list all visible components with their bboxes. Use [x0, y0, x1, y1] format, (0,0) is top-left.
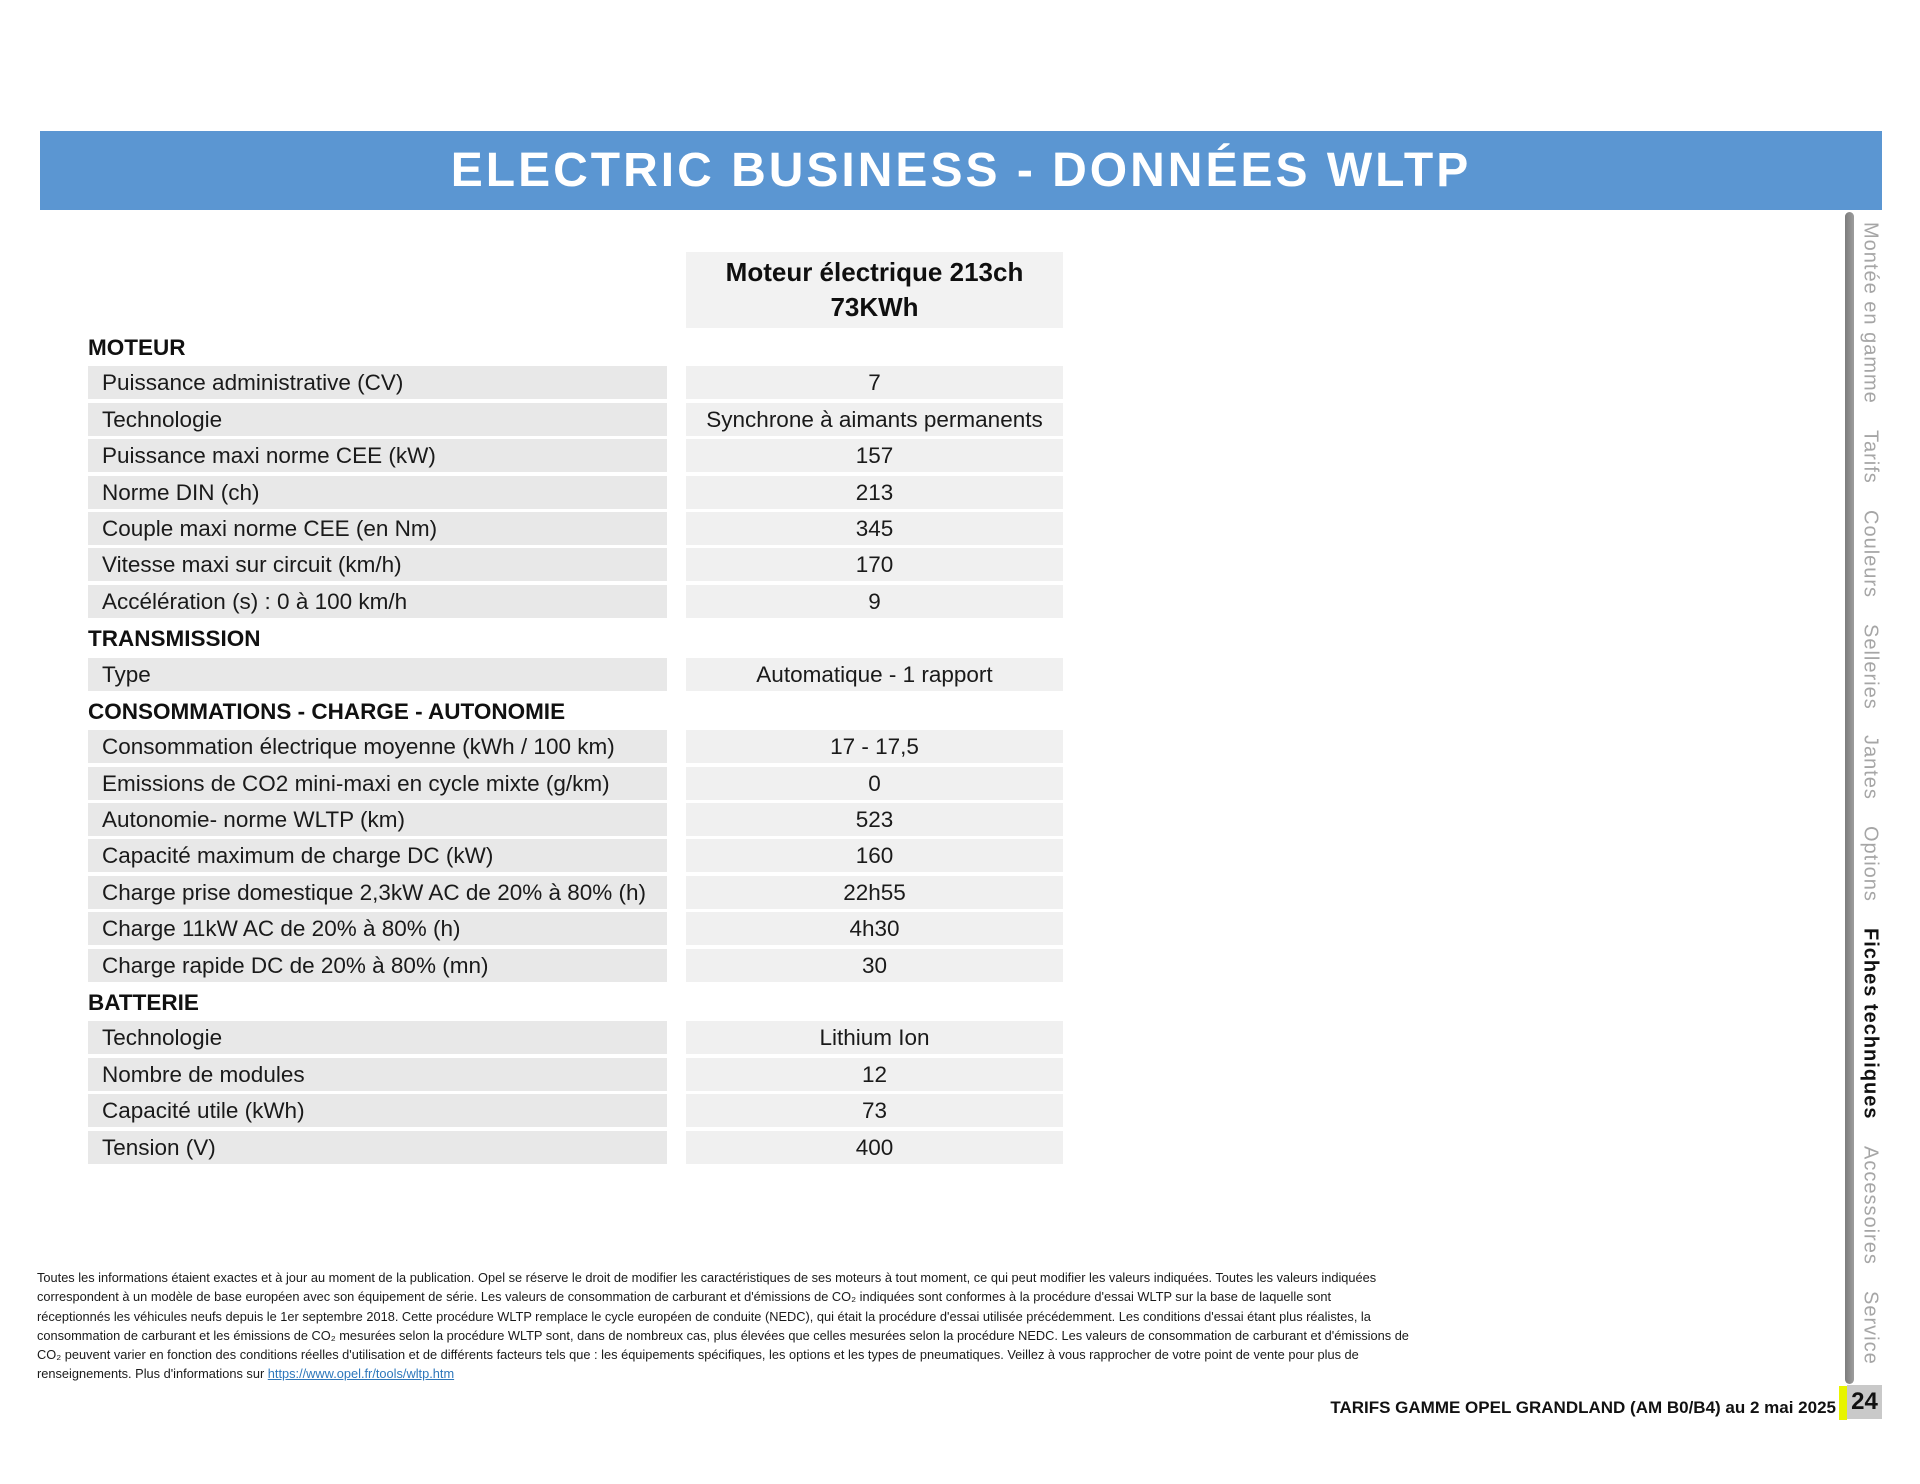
sidebar-tab-selleries[interactable]: Selleries: [1859, 623, 1882, 710]
page-accent-bar: [1839, 1386, 1847, 1420]
spec-row-label: Consommation électrique moyenne (kWh / 1…: [88, 730, 667, 764]
page-title: ELECTRIC BUSINESS - DONNÉES WLTP: [450, 144, 1472, 197]
spec-row-value: Synchrone à aimants permanents: [686, 402, 1063, 436]
sidebar-tab-fiches-techniques[interactable]: Fiches techniques: [1859, 928, 1882, 1120]
spec-row: Puissance maxi norme CEE (kW) 157: [88, 439, 1064, 473]
spec-row-value: 170: [686, 548, 1063, 582]
spec-row: Nombre de modules 12: [88, 1057, 1064, 1091]
spec-row: Puissance administrative (CV) 7: [88, 366, 1064, 400]
engine-column-header: Moteur électrique 213ch 73KWh: [686, 252, 1063, 328]
spec-row-label: Accélération (s) : 0 à 100 km/h: [88, 584, 667, 618]
engine-column-header-line2: 73KWh: [830, 292, 919, 322]
spec-row: Technologie Synchrone à aimants permanent…: [88, 402, 1064, 436]
section-title: MOTEUR: [88, 335, 186, 360]
document-reference: TARIFS GAMME OPEL GRANDLAND (AM B0/B4) a…: [1330, 1398, 1836, 1417]
spec-row-value: 523: [686, 803, 1063, 837]
page-number-badge: 24: [1847, 1385, 1882, 1419]
spec-row: Type Automatique - 1 rapport: [88, 657, 1064, 691]
spec-row-label: Emissions de CO2 mini-maxi en cycle mixt…: [88, 766, 667, 800]
spec-row-label: Type: [88, 657, 667, 691]
spec-row-value: 157: [686, 439, 1063, 473]
spec-row-value: 400: [686, 1130, 1063, 1164]
spec-row-label: Charge rapide DC de 20% à 80% (mn): [88, 948, 667, 982]
spec-row-value: 9: [686, 584, 1063, 618]
legal-text-line: consommation de carburant et les émissio…: [37, 1327, 1409, 1343]
spec-row-label: Charge 11kW AC de 20% à 80% (h): [88, 912, 667, 946]
legal-text-line: correspondent à un modèle de base europé…: [37, 1289, 1332, 1305]
spec-row-label: Nombre de modules: [88, 1057, 667, 1091]
spec-row-value: 160: [686, 839, 1063, 873]
spec-row-value: Automatique - 1 rapport: [686, 657, 1063, 691]
spec-row-value: Lithium Ion: [686, 1021, 1063, 1055]
spec-row: Technologie Lithium Ion: [88, 1021, 1064, 1055]
sidebar-scrollbar[interactable]: [1845, 212, 1854, 1384]
spec-row: Norme DIN (ch) 213: [88, 475, 1064, 509]
spec-row-value: 0: [686, 766, 1063, 800]
spec-row-label: Capacité maximum de charge DC (kW): [88, 839, 667, 873]
spec-row-label: Puissance administrative (CV): [88, 366, 667, 400]
legal-text-line: Toutes les informations étaient exactes …: [37, 1270, 1377, 1285]
spec-row-label: Puissance maxi norme CEE (kW): [88, 439, 667, 473]
spec-row-label: Technologie: [88, 1021, 667, 1055]
legal-text-line: réceptionnés les véhicules neufs depuis …: [37, 1308, 1371, 1324]
section-title: CONSOMMATIONS - CHARGE - AUTONOMIE: [88, 698, 566, 724]
spec-row-value: 73: [686, 1094, 1063, 1128]
section-title: TRANSMISSION: [88, 626, 261, 652]
sidebar-tab-accessoires[interactable]: Accessoires: [1859, 1145, 1882, 1265]
spec-row: Vitesse maxi sur circuit (km/h) 170: [88, 548, 1064, 582]
spec-row: Charge prise domestique 2,3kW AC de 20% …: [88, 875, 1064, 909]
spec-row-label: Autonomie- norme WLTP (km): [88, 803, 667, 837]
sidebar-tab-options[interactable]: Options: [1859, 826, 1882, 903]
spec-row: Accélération (s) : 0 à 100 km/h 9: [88, 584, 1064, 618]
spec-row-value: 345: [686, 511, 1063, 545]
spec-row-label: Capacité utile (kWh): [88, 1094, 667, 1128]
spec-row-value: 213: [686, 475, 1063, 509]
spec-row-value: 22h55: [686, 875, 1063, 909]
legal-text-line: CO₂ peuvent varier en fonction des condi…: [37, 1347, 1359, 1363]
page-title-banner: ELECTRIC BUSINESS - DONNÉES WLTP: [40, 131, 1882, 210]
spec-row: Charge 11kW AC de 20% à 80% (h) 4h30: [88, 912, 1064, 946]
wltp-link[interactable]: https://www.opel.fr/tools/wltp.htm: [267, 1366, 455, 1382]
spec-row-label: Charge prise domestique 2,3kW AC de 20% …: [88, 875, 667, 909]
spec-row: Consommation électrique moyenne (kWh / 1…: [88, 730, 1064, 764]
spec-row: Capacité maximum de charge DC (kW) 160: [88, 839, 1064, 873]
sidebar-tab-service[interactable]: Service: [1859, 1290, 1882, 1365]
page-number: 24: [1851, 1388, 1878, 1415]
engine-column-header-line1: Moteur électrique 213ch: [725, 257, 1024, 287]
spec-row: Tension (V) 400: [88, 1130, 1064, 1164]
spec-row: Autonomie- norme WLTP (km) 523: [88, 803, 1064, 837]
spec-row-value: 4h30: [686, 912, 1063, 946]
legal-text-line: renseignements. Plus d'informations sur …: [37, 1364, 1497, 1383]
spec-row-value: 17 - 17,5: [686, 730, 1063, 764]
spec-row-label: Norme DIN (ch): [88, 475, 667, 509]
sidebar-tabs: Montée en gamme Tarifs Couleurs Selleries Ja…: [1856, 222, 1884, 1407]
spec-row-value: 30: [686, 948, 1063, 982]
spec-row: Capacité utile (kWh) 73: [88, 1094, 1064, 1128]
spec-row: Charge rapide DC de 20% à 80% (mn) 30: [88, 948, 1064, 982]
spec-row-value: 12: [686, 1057, 1063, 1091]
spec-row-label: Vitesse maxi sur circuit (km/h): [88, 548, 667, 582]
sidebar-tab-mont-e-en-gamme[interactable]: Montée en gamme: [1859, 222, 1882, 404]
sidebar-tab-tarifs[interactable]: Tarifs: [1859, 429, 1882, 484]
sidebar-tab-couleurs[interactable]: Couleurs: [1859, 509, 1882, 598]
sidebar-tab-jantes[interactable]: Jantes: [1859, 735, 1882, 801]
section-title: BATTERIE: [88, 990, 199, 1016]
legal-footnote: Toutes les informations étaient exactes …: [37, 1268, 1497, 1384]
spec-row-value: 7: [686, 366, 1063, 400]
spec-row-label: Tension (V): [88, 1130, 667, 1164]
spec-table: MOTEUR Puissance administrative (CV) 7 Tech…: [88, 330, 1064, 1167]
spec-row-label: Technologie: [88, 402, 667, 436]
spec-row-label: Couple maxi norme CEE (en Nm): [88, 511, 667, 545]
legal-text-prefix: renseignements. Plus d'informations sur: [37, 1366, 268, 1382]
spec-row: Couple maxi norme CEE (en Nm) 345: [88, 511, 1064, 545]
spec-row: Emissions de CO2 mini-maxi en cycle mixt…: [88, 766, 1064, 800]
